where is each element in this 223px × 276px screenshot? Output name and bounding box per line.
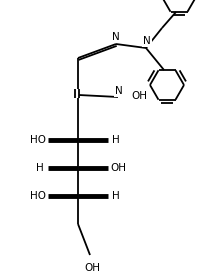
Text: OH: OH [84,263,100,273]
Text: H: H [112,191,120,201]
Text: HO: HO [30,191,46,201]
Text: N: N [115,86,123,96]
Text: N: N [112,32,120,42]
Text: H: H [112,135,120,145]
Text: N: N [143,36,151,46]
Text: HO: HO [30,135,46,145]
Text: H: H [36,163,44,173]
Text: OH: OH [110,163,126,173]
Text: OH: OH [131,91,147,101]
